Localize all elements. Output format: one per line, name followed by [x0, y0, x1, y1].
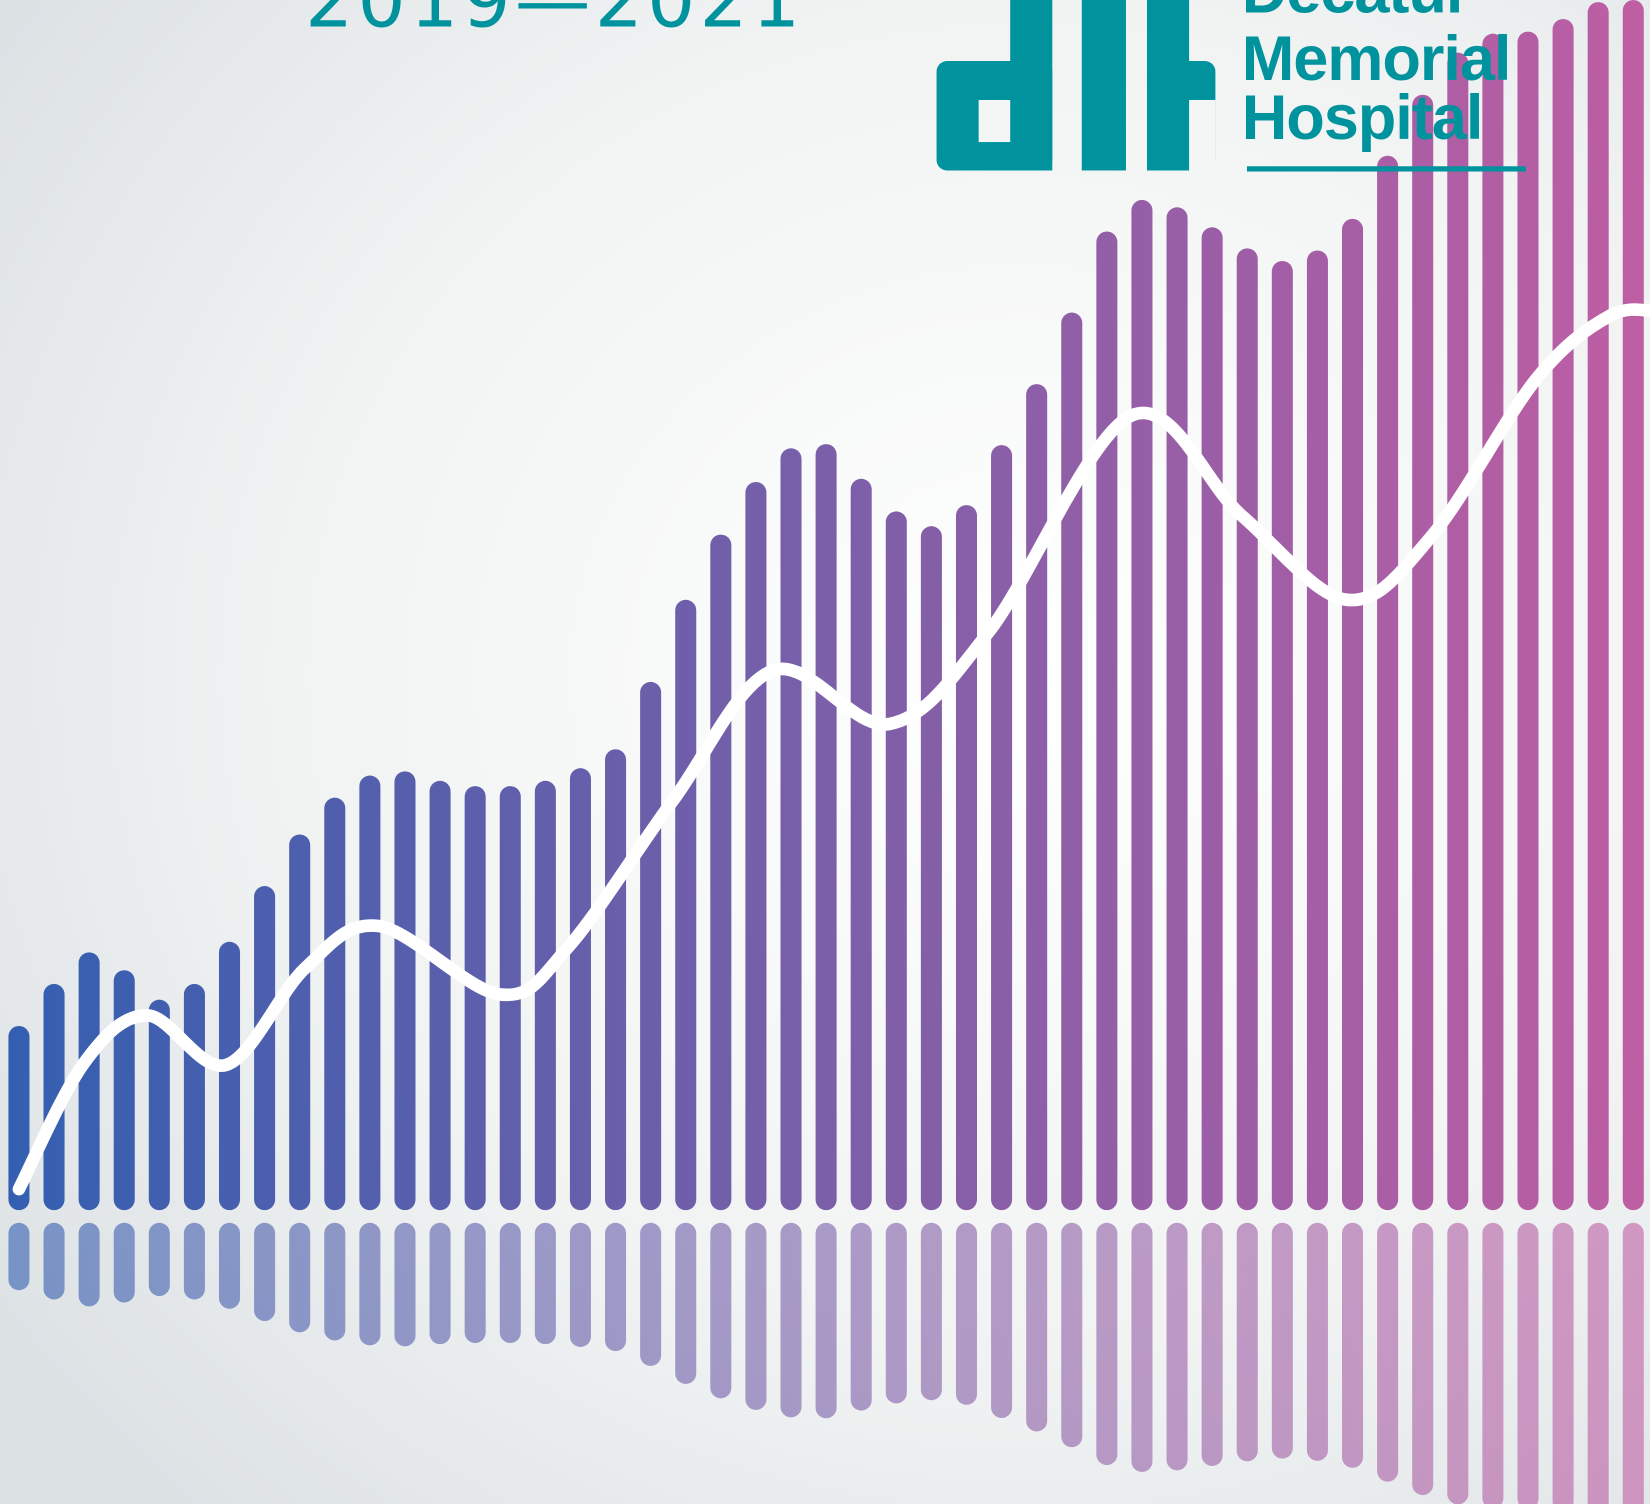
logo-mark: [936, 0, 1216, 171]
logo-line: Hospital: [1242, 83, 1483, 153]
logo-hole: [1189, 99, 1216, 171]
trend-curve: [12, 303, 1650, 1196]
years: 2019—2021: [305, 0, 804, 44]
decorative-bars: [8, 0, 1650, 1504]
logo-rule: [1246, 166, 1526, 172]
logo-line: Decatur: [1242, 0, 1470, 27]
logo-hole: [978, 99, 1011, 143]
header: 2019—2021 Decatur Memorial Hospital: [305, 0, 1526, 172]
logo-line: Memorial: [1242, 24, 1511, 94]
